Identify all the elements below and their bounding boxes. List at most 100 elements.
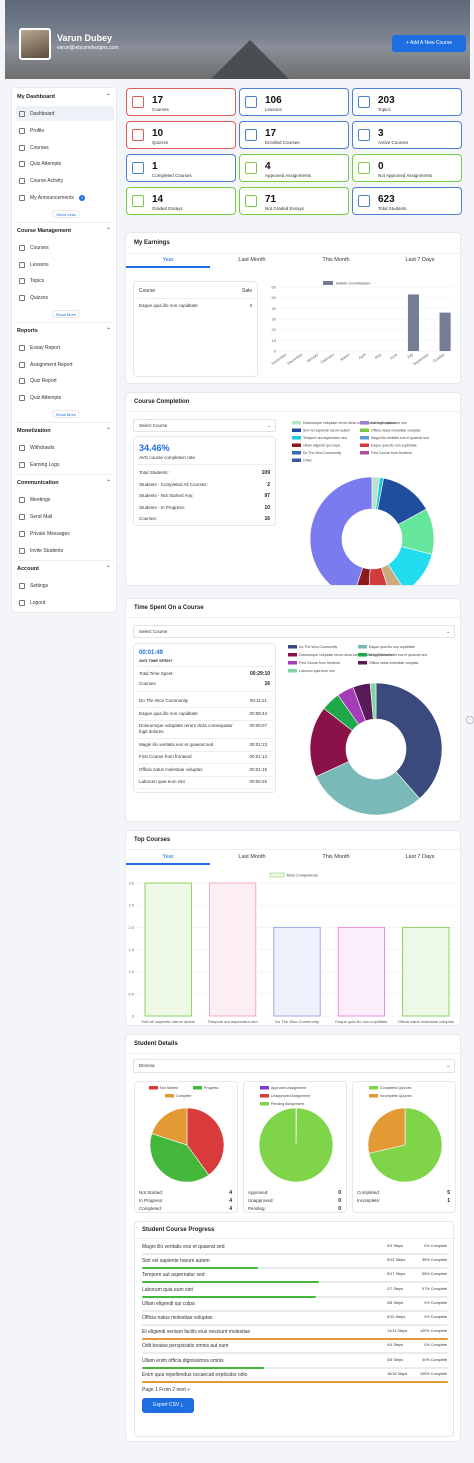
progress-course-name[interactable]: Sint vel sapiente harum autem xyxy=(142,1258,210,1265)
y-tick-label: 2.0 xyxy=(128,925,134,930)
sidebar-item-reports-2[interactable]: Quiz Report xyxy=(30,378,57,384)
legend-label: Ullam eligendi qui culpa xyxy=(303,444,340,448)
chevron-up-icon[interactable]: ⌃ xyxy=(105,94,111,100)
legend-swatch xyxy=(269,872,285,878)
stat-card[interactable]: 17 Enrolled Courses xyxy=(239,121,349,149)
student-stat-value: 5 xyxy=(447,1190,450,1196)
stat-card[interactable]: 106 Lessons xyxy=(239,88,349,116)
progress-course-name[interactable]: Et eligendi veniam facilis eius nesciunt… xyxy=(142,1329,251,1336)
sidebar-item-account-1[interactable]: Logout xyxy=(30,600,46,606)
time-select-course-value: Select Course xyxy=(139,629,168,634)
time-row-course: Laborum quia eum sint xyxy=(139,779,185,784)
sidebar-item-reports-3[interactable]: Quiz Attempts xyxy=(30,394,62,401)
tab-year[interactable]: Year xyxy=(126,254,210,268)
progress-course-name[interactable]: Ullam enim officia dignissimos omnis xyxy=(142,1357,224,1364)
chevron-up-icon[interactable]: ⌃ xyxy=(105,328,111,334)
add-new-course-button[interactable]: + Add A New Course xyxy=(392,35,466,52)
time-select-course-dropdown[interactable]: Select Course ⌄ xyxy=(133,625,455,638)
sidebar-heading-monetization: Monetization xyxy=(17,428,51,434)
pagination[interactable]: Page 1 From 2 next » xyxy=(142,1387,191,1393)
earnings-panel: My Earnings Year Last Month This Month Last… xyxy=(125,232,462,384)
progress-course-name[interactable]: Officia natus molestiae voluptas xyxy=(142,1315,213,1321)
stat-card[interactable]: 0 Not Approved Assignments xyxy=(352,154,462,182)
stat-card[interactable]: 623 Total Students xyxy=(352,187,462,215)
sidebar-item-communication-3[interactable]: Invite Students xyxy=(30,548,64,554)
student-stat-value: 4 xyxy=(229,1206,232,1212)
student-select-dropdown[interactable]: Brionna ⌄ xyxy=(133,1059,455,1073)
chevron-up-icon[interactable]: ⌃ xyxy=(105,428,111,434)
sidebar-item-reports-0[interactable]: Essay Report xyxy=(30,345,61,351)
stat-card[interactable]: 71 Not Graded Essays xyxy=(239,187,349,215)
stat-card[interactable]: 1 Completed Courses xyxy=(126,154,236,182)
tab-this-month[interactable]: This Month xyxy=(322,257,350,263)
sidebar-item-reports-1[interactable]: Assignment Report xyxy=(30,361,73,368)
chevron-up-icon[interactable]: ⌃ xyxy=(105,228,111,234)
progress-steps: 4/5 Steps xyxy=(387,1357,404,1362)
completion-stat-label: Students - Not Started Any: xyxy=(139,493,194,498)
tab-last-month[interactable]: Last Month xyxy=(238,257,266,263)
progress-track xyxy=(142,1253,448,1255)
sidebar-item-course-management-2[interactable]: Topics xyxy=(30,278,45,284)
tab-last-7-days[interactable]: Last 7 Days xyxy=(405,257,435,263)
student-stat-label: Incomplete: xyxy=(357,1198,381,1203)
stat-card[interactable]: 17 Courses xyxy=(126,88,236,116)
pie-slice xyxy=(258,1107,334,1183)
time-row-value: 00:01:23 xyxy=(249,741,267,747)
sidebar-item-dashboard-2[interactable]: Courses xyxy=(30,144,49,151)
sidebar-heading-communication: Communication xyxy=(17,480,59,486)
time-row-course: Eaque quia illo non cupiditate xyxy=(139,710,198,716)
sidebar-item-course-management-1[interactable]: Lessons xyxy=(30,261,49,268)
stat-label: Quizzes xyxy=(152,140,169,145)
course-status-card: Not Started Progress Complete Not Started:… xyxy=(134,1081,238,1213)
progress-course-name[interactable]: Tempore aut aspernatur sed xyxy=(142,1272,205,1279)
select-course-dropdown[interactable]: Select Course ⌄ xyxy=(133,419,276,432)
legend-swatch xyxy=(292,428,301,432)
stat-value: 0 xyxy=(378,161,384,172)
divider xyxy=(16,322,114,323)
legend-swatch xyxy=(260,1094,269,1098)
sidebar-item-account-0[interactable]: Settings xyxy=(30,583,49,589)
sidebar-item-communication-1[interactable]: Send Mail xyxy=(30,514,53,520)
stat-card[interactable]: 14 Graded Essays xyxy=(126,187,236,215)
announcements-badge: 1 xyxy=(79,195,85,201)
stat-card[interactable]: 3 Active Courses xyxy=(352,121,462,149)
tab-year[interactable]: Year xyxy=(126,851,210,865)
sidebar-item-communication-2[interactable]: Private Messages xyxy=(30,531,70,537)
legend-label: Dolorumque voluptate rerum dicta consequ… xyxy=(303,421,396,425)
x-tick-label: Do The Woo Community xyxy=(275,1019,319,1024)
sidebar-item-communication-0[interactable]: Meetings xyxy=(30,497,51,503)
progress-course-name[interactable]: Laborum quia eum sint xyxy=(142,1286,193,1293)
show-more-button[interactable]: Show More xyxy=(52,310,80,318)
tab-last-7-days[interactable]: Last 7 Days xyxy=(405,854,435,860)
sidebar-item-dashboard-5[interactable]: My Announcements xyxy=(30,195,74,201)
progress-steps: 5/17 Steps xyxy=(387,1272,406,1277)
sidebar-item-dashboard-3[interactable]: Quiz Attempts xyxy=(30,161,62,168)
sidebar-item-course-management-3[interactable]: Quizzes xyxy=(30,294,49,301)
tab-this-month[interactable]: This Month xyxy=(322,854,350,860)
download-icon: ⤓ xyxy=(180,1402,183,1408)
sidebar-item-monetization-0[interactable]: Withdrawls xyxy=(30,445,55,451)
profile-banner: Varun Dubey varun@wbcomdesigns.com + Add… xyxy=(5,0,470,79)
stat-card[interactable]: 4 Approved Assignments xyxy=(239,154,349,182)
sidebar-item-monetization-1[interactable]: Earning Logs xyxy=(30,462,60,468)
stat-card[interactable]: 203 Topics xyxy=(352,88,462,116)
tab-last-month[interactable]: Last Month xyxy=(238,854,266,860)
total-time-value: 00:29:10 xyxy=(249,671,270,677)
sidebar-item-dashboard-0[interactable]: Dashboard xyxy=(30,111,55,117)
progress-course-name[interactable]: Ullam eligendi qui culpa xyxy=(142,1300,195,1307)
x-tick-label: May xyxy=(374,352,382,359)
sidebar-item-dashboard-4[interactable]: Course Activity xyxy=(30,178,64,185)
stat-card[interactable]: 10 Quizzes xyxy=(126,121,236,149)
progress-course-name[interactable]: Magni illo veritatis eos et quaerat sed xyxy=(142,1244,225,1250)
chevron-up-icon[interactable]: ⌃ xyxy=(105,566,111,572)
pie-slice xyxy=(186,1107,225,1176)
export-csv-button[interactable]: Export CSV ⤓ xyxy=(142,1398,194,1413)
collapse-handle-icon[interactable]: ‹ xyxy=(466,716,474,724)
progress-course-name[interactable]: Odit beatae perspiciatis omnis aut eum xyxy=(142,1343,229,1350)
show-less-button[interactable]: Show Less xyxy=(52,210,80,218)
chevron-up-icon[interactable]: ⌃ xyxy=(105,480,111,486)
sidebar-item-course-management-0[interactable]: Courses xyxy=(30,245,49,251)
progress-course-name[interactable]: Enim quia repellendus occaecati explicab… xyxy=(142,1371,248,1378)
show-more-button[interactable]: Show More xyxy=(52,410,80,418)
sidebar-item-dashboard-1[interactable]: Profile xyxy=(30,127,45,134)
